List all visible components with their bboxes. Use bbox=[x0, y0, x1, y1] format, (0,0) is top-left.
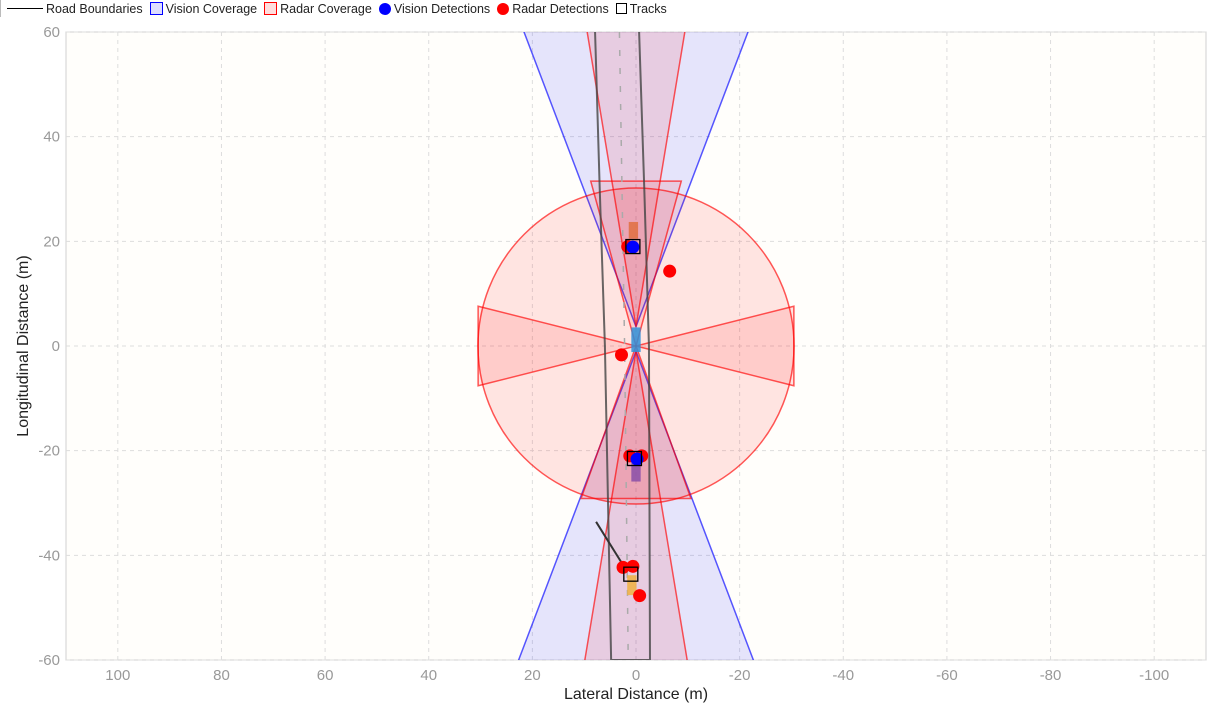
x-tick-label: 100 bbox=[105, 667, 130, 684]
track-marker bbox=[625, 238, 641, 255]
lane-marking bbox=[618, 32, 629, 660]
x-tick-label: -100 bbox=[1139, 667, 1169, 684]
legend-dot-swatch bbox=[378, 2, 391, 15]
legend-patch-swatch bbox=[149, 2, 163, 15]
x-tick-label: 40 bbox=[420, 667, 437, 684]
legend-label: Tracks bbox=[629, 1, 667, 16]
vehicle-outline bbox=[631, 460, 641, 482]
x-tick-label: 80 bbox=[213, 667, 230, 684]
radar-coverage-area bbox=[589, 180, 683, 349]
x-tick-label: 20 bbox=[524, 667, 541, 684]
track-marker bbox=[626, 450, 643, 467]
y-tick-label: -60 bbox=[38, 652, 60, 669]
radar-detection-point bbox=[663, 264, 677, 278]
x-tick-label: 60 bbox=[317, 667, 334, 684]
radar-detection-point bbox=[626, 559, 640, 573]
track-marker bbox=[623, 566, 639, 582]
road-boundary bbox=[594, 32, 651, 660]
y-tick-label: 0 bbox=[52, 338, 60, 355]
radar-detection-point bbox=[633, 589, 647, 603]
radar-coverage-area bbox=[579, 343, 693, 500]
x-tick-label: 0 bbox=[632, 667, 640, 684]
legend-label: Radar Detections bbox=[512, 1, 609, 16]
radar-coverage-area bbox=[635, 305, 795, 387]
legend-entry[interactable]: Radar Coverage bbox=[264, 2, 372, 16]
vehicle-outline bbox=[628, 221, 639, 239]
radar-detection-point bbox=[616, 560, 630, 574]
legend-entry[interactable]: Vision Coverage bbox=[149, 1, 258, 16]
radar-detection-point bbox=[614, 348, 628, 362]
x-tick-label: -60 bbox=[936, 667, 958, 684]
legend-entry[interactable]: Radar Detections bbox=[497, 2, 609, 16]
legend-entry[interactable]: Road Boundaries bbox=[1, 2, 143, 16]
vision-coverage-area bbox=[523, 32, 749, 329]
vehicle-outline bbox=[627, 575, 637, 596]
y-tick-label: 60 bbox=[43, 24, 60, 41]
x-tick-label: -40 bbox=[832, 667, 854, 684]
x-axis-label: Lateral Distance (m) bbox=[564, 686, 708, 703]
legend-square-swatch bbox=[615, 3, 627, 14]
vision-coverage-area bbox=[517, 349, 755, 660]
x-tick-label: -80 bbox=[1040, 667, 1062, 684]
radar-coverage-area bbox=[477, 305, 637, 387]
y-tick-label: -20 bbox=[38, 443, 60, 460]
legend-label: Vision Detections bbox=[393, 1, 491, 16]
x-tick-label: -20 bbox=[729, 667, 751, 684]
legend-line-swatch bbox=[7, 8, 43, 9]
y-tick-label: 20 bbox=[43, 233, 60, 250]
legend-label: Radar Coverage bbox=[280, 1, 372, 16]
vision-detection-point bbox=[626, 240, 640, 254]
vision-detection-point bbox=[630, 452, 644, 466]
y-axis-label: Longitudinal Distance (m) bbox=[15, 255, 32, 436]
vehicle-outline bbox=[631, 327, 641, 353]
legend-label: Road Boundaries bbox=[46, 1, 143, 16]
y-tick-label: 40 bbox=[43, 129, 60, 146]
radar-coverage-area bbox=[586, 32, 686, 327]
legend-patch-swatch bbox=[264, 2, 278, 15]
legend-label: Vision Coverage bbox=[165, 1, 258, 16]
legend-entry[interactable]: Tracks bbox=[615, 1, 667, 16]
y-tick-label: -40 bbox=[38, 547, 60, 564]
legend-dot-swatch bbox=[497, 2, 510, 15]
legend-entry[interactable]: Vision Detections bbox=[378, 1, 491, 16]
legend: Road Boundaries Vision Coverage Radar Cove… bbox=[0, 0, 674, 17]
